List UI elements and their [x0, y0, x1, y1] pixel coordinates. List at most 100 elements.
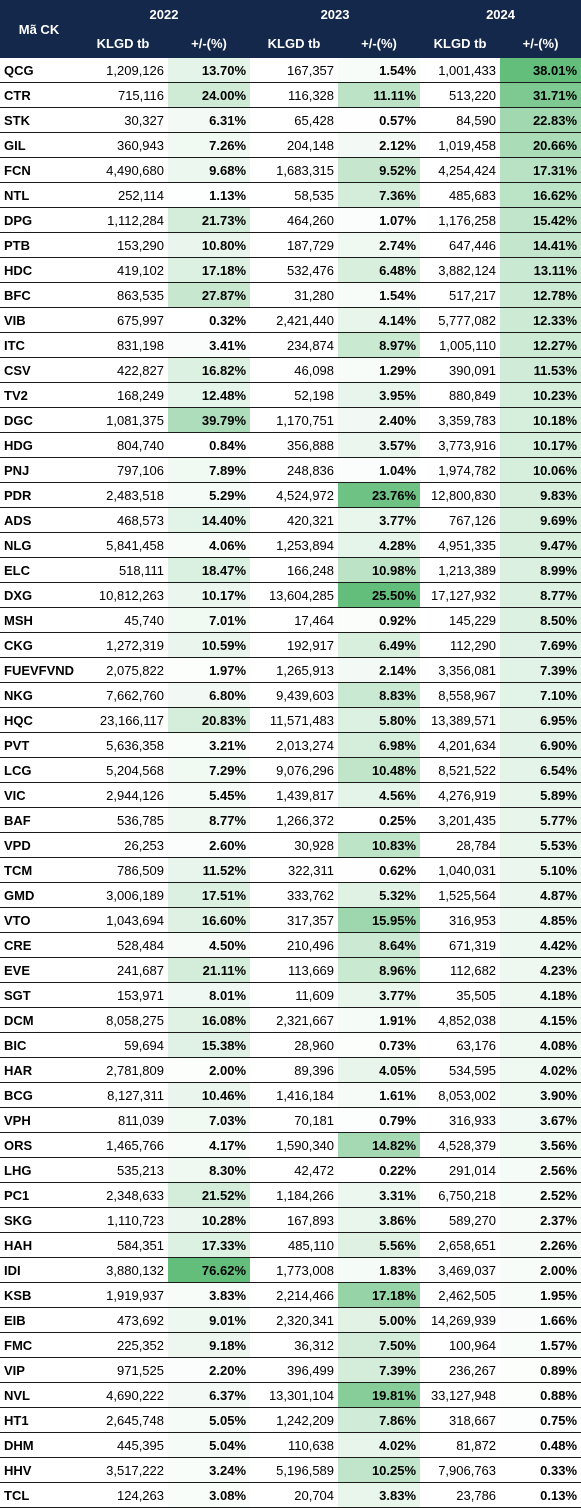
volume-cell: 1,176,258: [420, 207, 501, 233]
ticker-cell: SGT: [0, 982, 78, 1008]
change-cell: 3.56%: [500, 1132, 581, 1158]
volume-cell: 318,667: [420, 1407, 501, 1433]
change-cell: 1.07%: [338, 207, 421, 233]
change-cell: 3.77%: [338, 507, 421, 533]
ticker-cell: TCM: [0, 857, 78, 883]
volume-cell: 12,800,830: [420, 482, 501, 508]
volume-cell: 84,590: [420, 107, 501, 133]
change-cell: 16.60%: [168, 907, 251, 933]
change-cell: 9.01%: [168, 1307, 251, 1333]
column-header: +/-(%): [168, 29, 251, 58]
table-row: ELC 518,111 18.47% 166,248 10.98% 1,213,389 8.…: [0, 557, 581, 583]
change-cell: 6.37%: [168, 1382, 251, 1408]
ticker-cell: BIC: [0, 1032, 78, 1058]
change-cell: 5.56%: [338, 1232, 421, 1258]
volume-cell: 204,148: [250, 132, 339, 158]
change-cell: 7.01%: [168, 607, 251, 633]
change-cell: 8.96%: [338, 957, 421, 983]
change-cell: 4.23%: [500, 957, 581, 983]
change-cell: 3.57%: [338, 432, 421, 458]
change-cell: 7.86%: [338, 1407, 421, 1433]
change-cell: 3.86%: [338, 1207, 421, 1233]
column-header: KLGD tb: [250, 29, 339, 58]
volume-cell: 675,997: [78, 307, 168, 333]
table-row: DCM 8,058,275 16.08% 2,321,667 1.91% 4,852,03…: [0, 1007, 581, 1033]
volume-cell: 786,509: [78, 857, 168, 883]
volume-cell: 831,198: [78, 332, 168, 358]
ticker-cell: NTL: [0, 182, 78, 208]
change-cell: 0.33%: [500, 1457, 581, 1483]
table-row: MSH 45,740 7.01% 17,464 0.92% 145,229 8.50%: [0, 607, 581, 633]
change-cell: 12.33%: [500, 307, 581, 333]
column-header: KLGD tb: [78, 29, 168, 58]
volume-cell: 880,849: [420, 382, 501, 408]
volume-cell: 1,525,564: [420, 882, 501, 908]
volume-cell: 445,395: [78, 1432, 168, 1458]
volume-cell: 5,204,568: [78, 757, 168, 783]
change-cell: 0.32%: [168, 307, 251, 333]
volume-cell: 3,201,435: [420, 807, 501, 833]
volume-cell: 31,280: [250, 282, 339, 308]
volume-cell: 1,242,209: [250, 1407, 339, 1433]
volume-cell: 4,254,424: [420, 157, 501, 183]
change-cell: 4.50%: [168, 932, 251, 958]
change-cell: 10.98%: [338, 557, 421, 583]
change-cell: 9.83%: [500, 482, 581, 508]
volume-cell: 3,356,081: [420, 657, 501, 683]
column-header: KLGD tb: [420, 29, 501, 58]
ticker-cell: EVE: [0, 957, 78, 983]
ticker-cell: DCM: [0, 1007, 78, 1033]
volume-cell: 390,091: [420, 357, 501, 383]
volume-cell: 11,609: [250, 982, 339, 1008]
volume-cell: 1,040,031: [420, 857, 501, 883]
ticker-cell: CKG: [0, 632, 78, 658]
ticker-cell: HAH: [0, 1232, 78, 1258]
ticker-cell: FMC: [0, 1332, 78, 1358]
volume-cell: 8,127,311: [78, 1082, 168, 1108]
volume-cell: 2,321,667: [250, 1007, 339, 1033]
volume-cell: 8,558,967: [420, 682, 501, 708]
volume-cell: 1,019,458: [420, 132, 501, 158]
change-cell: 9.18%: [168, 1332, 251, 1358]
change-cell: 76.62%: [168, 1257, 251, 1283]
change-cell: 5.29%: [168, 482, 251, 508]
change-cell: 39.79%: [168, 407, 251, 433]
table-row: FMC 225,352 9.18% 36,312 7.50% 100,964 1.57%: [0, 1332, 581, 1358]
volume-cell: 8,058,275: [78, 1007, 168, 1033]
volume-cell: 1,919,937: [78, 1282, 168, 1308]
volume-cell: 5,777,082: [420, 307, 501, 333]
volume-cell: 536,785: [78, 807, 168, 833]
change-cell: 16.62%: [500, 182, 581, 208]
volume-cell: 35,505: [420, 982, 501, 1008]
change-cell: 4.02%: [500, 1057, 581, 1083]
change-cell: 5.05%: [168, 1407, 251, 1433]
volume-cell: 4,690,222: [78, 1382, 168, 1408]
change-cell: 8.30%: [168, 1157, 251, 1183]
table-row: CKG 1,272,319 10.59% 192,917 6.49% 112,290 7.6…: [0, 632, 581, 658]
change-cell: 16.82%: [168, 357, 251, 383]
change-cell: 1.91%: [338, 1007, 421, 1033]
change-cell: 0.62%: [338, 857, 421, 883]
ticker-cell: DPG: [0, 207, 78, 233]
volume-cell: 396,499: [250, 1357, 339, 1383]
volume-cell: 124,263: [78, 1482, 168, 1508]
change-cell: 21.11%: [168, 957, 251, 983]
change-cell: 3.24%: [168, 1457, 251, 1483]
ticker-cell: HQC: [0, 707, 78, 733]
volume-cell: 2,348,633: [78, 1182, 168, 1208]
ticker-cell: VIP: [0, 1357, 78, 1383]
change-cell: 5.45%: [168, 782, 251, 808]
volume-cell: 1,005,110: [420, 332, 501, 358]
volume-cell: 316,953: [420, 907, 501, 933]
table-row: LHG 535,213 8.30% 42,472 0.22% 291,014 2.56%: [0, 1157, 581, 1183]
change-cell: 7.29%: [168, 757, 251, 783]
change-cell: 1.83%: [338, 1257, 421, 1283]
change-cell: 20.66%: [500, 132, 581, 158]
ticker-cell: MSH: [0, 607, 78, 633]
volume-cell: 4,276,919: [420, 782, 501, 808]
volume-cell: 1,081,375: [78, 407, 168, 433]
volume-cell: 28,960: [250, 1032, 339, 1058]
volume-cell: 1,439,817: [250, 782, 339, 808]
table-row: CTR 715,116 24.00% 116,328 11.11% 513,220 31.7…: [0, 82, 581, 108]
ticker-cell: EIB: [0, 1307, 78, 1333]
